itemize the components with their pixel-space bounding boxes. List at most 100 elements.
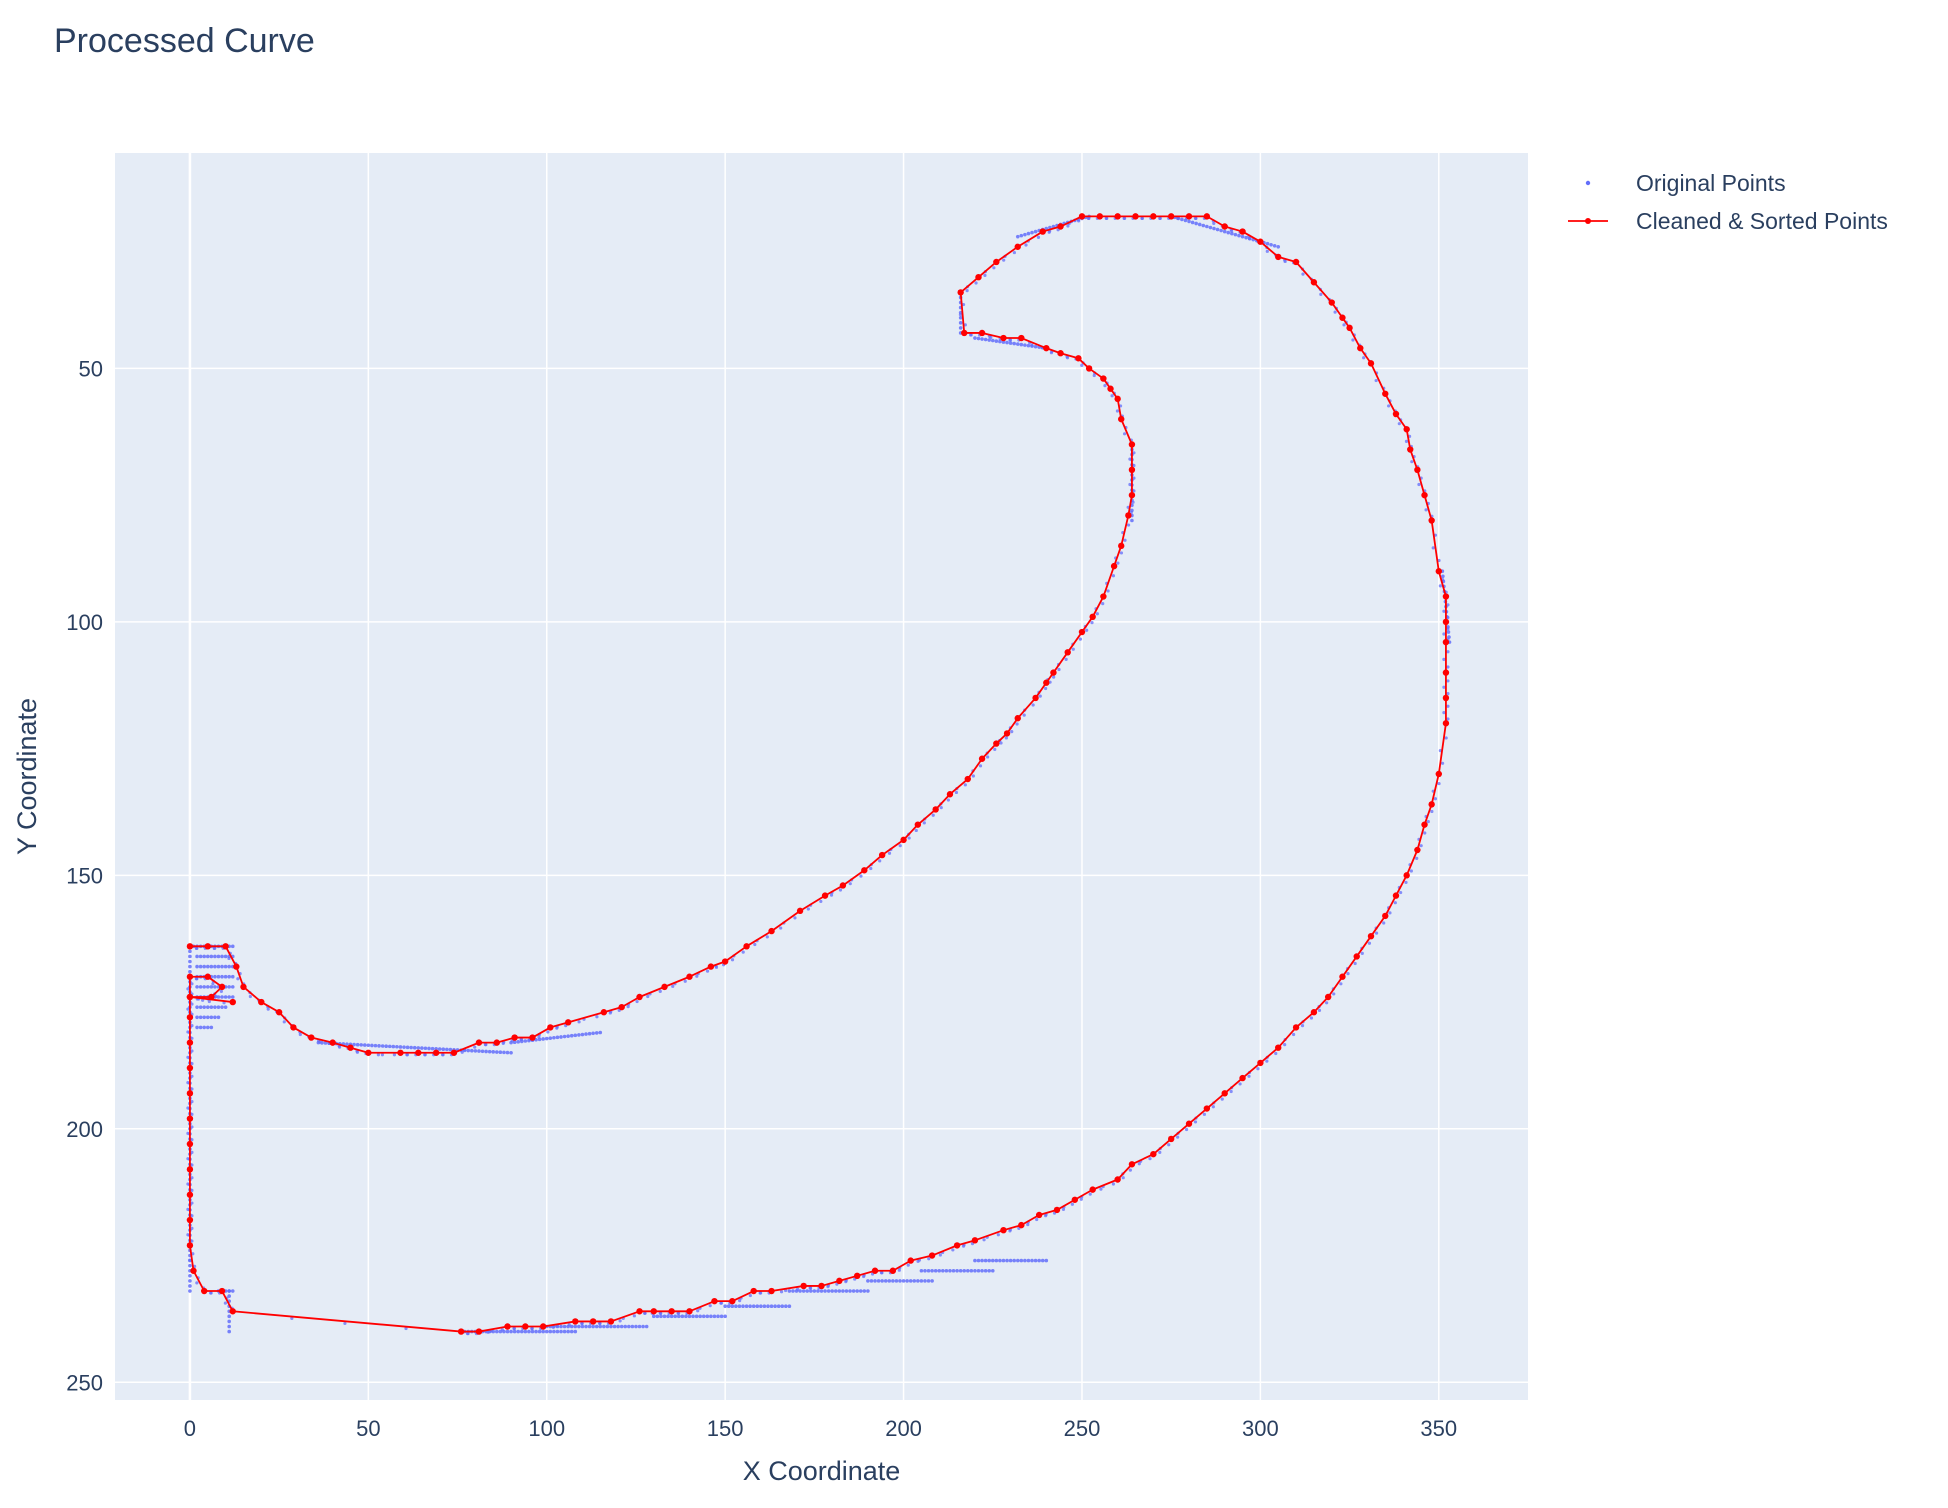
original-point (559, 1035, 563, 1039)
original-point (1002, 258, 1006, 262)
original-point (833, 1289, 838, 1293)
original-point (359, 1043, 364, 1047)
original-point (1010, 730, 1014, 734)
original-point (730, 1304, 735, 1309)
original-point (387, 1044, 392, 1049)
original-point (1128, 457, 1132, 461)
original-point (505, 1329, 510, 1334)
cleaned-point (1442, 694, 1450, 702)
original-point (1438, 584, 1442, 588)
original-point (190, 1138, 194, 1142)
legend-item-cleaned[interactable]: Cleaned & Sorted Points (1568, 208, 1888, 234)
cleaned-point (1339, 314, 1346, 321)
original-point (227, 995, 231, 999)
original-point (376, 1053, 380, 1057)
original-point (190, 1100, 194, 1104)
original-point (969, 1268, 974, 1273)
original-point (880, 1279, 884, 1283)
legend-item-original[interactable]: Original Points (1585, 170, 1786, 196)
cleaned-point (707, 963, 715, 970)
original-point (973, 1258, 977, 1263)
original-point (577, 1324, 581, 1329)
original-point (555, 1329, 560, 1334)
original-point (696, 1309, 700, 1313)
cleaned-points-series (186, 213, 1450, 1335)
original-point (826, 1289, 831, 1293)
original-point (1211, 1105, 1215, 1109)
original-point (198, 985, 203, 989)
original-point (741, 950, 745, 954)
original-point (213, 985, 217, 989)
cleaned-point (1324, 993, 1332, 1001)
cleaned-point (1000, 334, 1007, 342)
original-point (1194, 216, 1198, 220)
legend[interactable]: Original Points Cleaned & Sorted Points (1568, 170, 1888, 234)
plot-area (115, 153, 1528, 1400)
original-point (230, 1289, 235, 1293)
original-point (1446, 717, 1450, 721)
original-point (637, 1324, 642, 1329)
original-point (205, 964, 210, 969)
original-point (216, 1015, 221, 1020)
original-point (948, 1268, 952, 1273)
original-point (976, 1258, 981, 1263)
original-point (1351, 338, 1355, 342)
original-point (1130, 518, 1134, 523)
cleaned-point (1100, 593, 1107, 600)
original-point (380, 1044, 385, 1048)
original-point (816, 1289, 820, 1293)
original-point (573, 1033, 578, 1038)
original-point (1132, 451, 1136, 455)
original-point (974, 281, 978, 285)
cleaned-point (1221, 223, 1228, 230)
original-point (527, 1329, 531, 1334)
original-point (195, 1005, 199, 1009)
cleaned-point (686, 973, 693, 980)
original-point (705, 1314, 710, 1319)
original-point (188, 954, 192, 959)
original-point (473, 1045, 477, 1049)
cleaned-point (475, 1039, 483, 1046)
original-point (658, 989, 662, 994)
cleaned-point (800, 1282, 807, 1290)
original-point (930, 1268, 934, 1273)
original-point (318, 1040, 322, 1044)
original-point (1440, 761, 1445, 765)
original-point (1033, 1258, 1038, 1263)
original-point (1431, 546, 1435, 550)
original-point (584, 1324, 588, 1329)
cleaned-point (1096, 213, 1104, 220)
original-point (1404, 880, 1408, 885)
original-point (337, 1045, 342, 1049)
original-point (961, 1244, 966, 1248)
original-point (719, 1301, 723, 1305)
original-point (1040, 1258, 1045, 1263)
original-point (205, 1015, 210, 1020)
legend-label-cleaned: Cleaned & Sorted Points (1636, 208, 1888, 234)
original-point (1088, 1192, 1092, 1196)
x-tick-label: 0 (184, 1416, 196, 1441)
original-point (801, 1289, 806, 1293)
original-point (1446, 704, 1450, 708)
original-point (1387, 404, 1391, 408)
original-point (1256, 1067, 1260, 1071)
original-point (784, 1304, 788, 1309)
y-tick-label: 100 (66, 610, 103, 635)
original-point (505, 1050, 510, 1055)
cleaned-point (186, 1039, 194, 1046)
cleaned-point (1257, 1059, 1264, 1067)
original-point (1247, 1074, 1251, 1078)
cleaned-point (1085, 365, 1093, 372)
original-point (1015, 234, 1020, 239)
cleaned-point (1018, 334, 1025, 342)
cleaned-point (975, 273, 982, 281)
cleaned-point (1014, 715, 1021, 722)
cleaned-point (1346, 324, 1353, 332)
original-point (597, 1321, 602, 1326)
original-point (1015, 342, 1020, 346)
original-point (559, 1324, 563, 1329)
original-point (1026, 343, 1031, 348)
cleaned-point (450, 1049, 458, 1056)
cleaned-point (818, 1282, 825, 1290)
original-point (207, 999, 211, 1004)
